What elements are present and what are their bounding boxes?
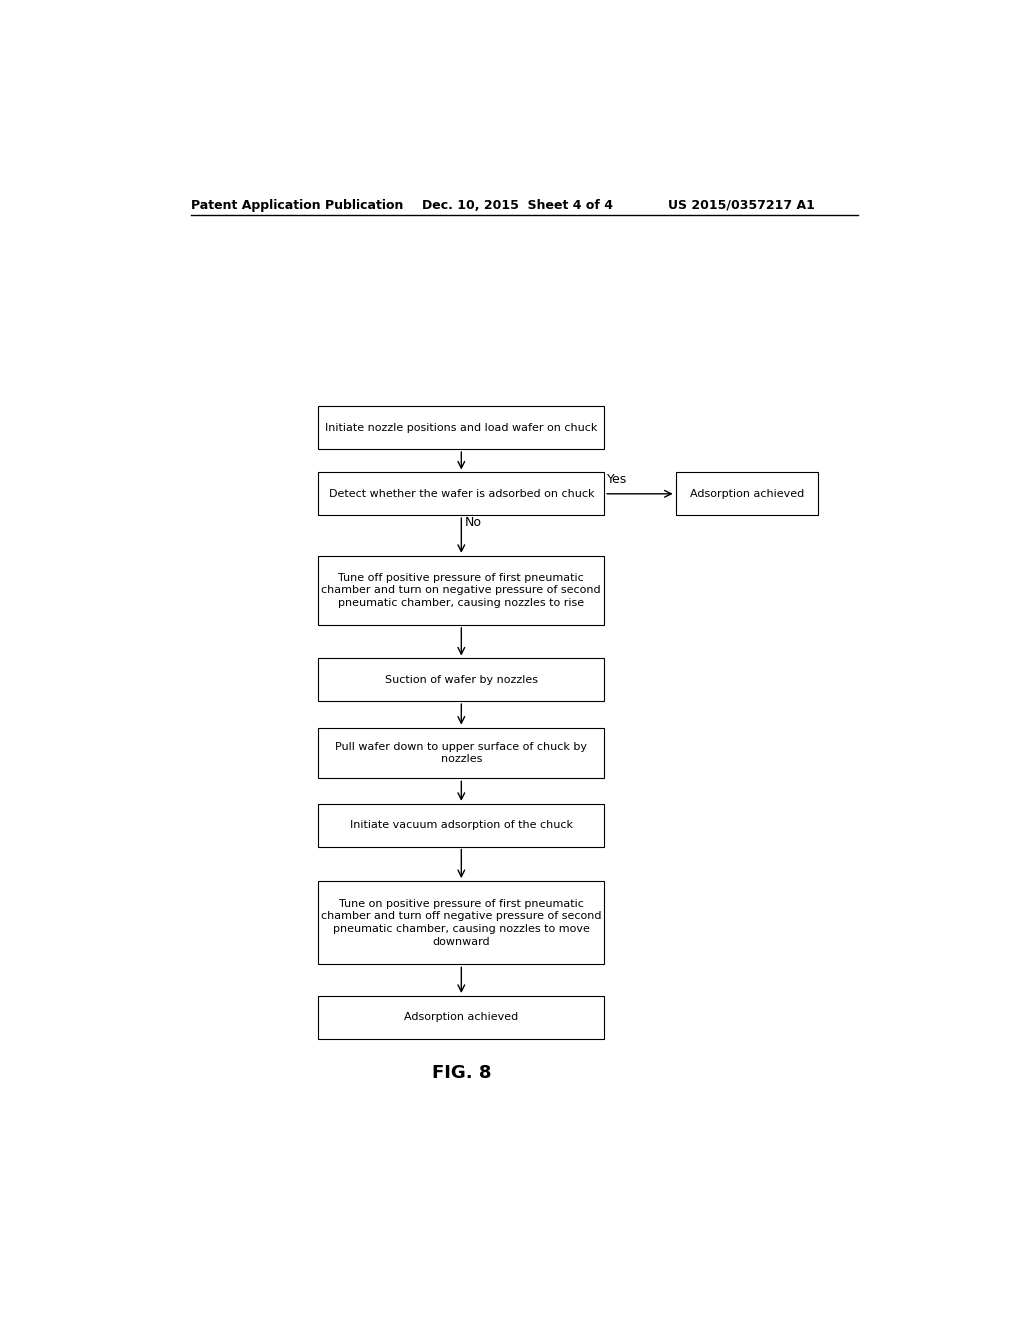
Text: Suction of wafer by nozzles: Suction of wafer by nozzles: [385, 675, 538, 685]
Text: Patent Application Publication: Patent Application Publication: [191, 198, 403, 211]
FancyBboxPatch shape: [318, 727, 604, 779]
Text: US 2015/0357217 A1: US 2015/0357217 A1: [668, 198, 814, 211]
FancyBboxPatch shape: [318, 880, 604, 965]
Text: Adsorption achieved: Adsorption achieved: [404, 1012, 518, 1022]
FancyBboxPatch shape: [318, 556, 604, 624]
FancyBboxPatch shape: [318, 407, 604, 449]
Text: Tune off positive pressure of first pneumatic
chamber and turn on negative press: Tune off positive pressure of first pneu…: [322, 573, 601, 609]
Text: Detect whether the wafer is adsorbed on chuck: Detect whether the wafer is adsorbed on …: [329, 488, 594, 499]
FancyBboxPatch shape: [318, 995, 604, 1039]
Text: Adsorption achieved: Adsorption achieved: [690, 488, 804, 499]
Text: Yes: Yes: [607, 473, 628, 486]
FancyBboxPatch shape: [676, 473, 818, 515]
FancyBboxPatch shape: [318, 804, 604, 846]
FancyBboxPatch shape: [318, 659, 604, 701]
Text: Tune on positive pressure of first pneumatic
chamber and turn off negative press: Tune on positive pressure of first pneum…: [322, 899, 601, 946]
FancyBboxPatch shape: [318, 473, 604, 515]
Text: Initiate nozzle positions and load wafer on chuck: Initiate nozzle positions and load wafer…: [326, 422, 597, 433]
Text: Initiate vacuum adsorption of the chuck: Initiate vacuum adsorption of the chuck: [350, 820, 572, 830]
Text: Pull wafer down to upper surface of chuck by
nozzles: Pull wafer down to upper surface of chuc…: [335, 742, 588, 764]
Text: FIG. 8: FIG. 8: [431, 1064, 492, 1082]
Text: Dec. 10, 2015  Sheet 4 of 4: Dec. 10, 2015 Sheet 4 of 4: [422, 198, 612, 211]
Text: No: No: [465, 516, 481, 529]
